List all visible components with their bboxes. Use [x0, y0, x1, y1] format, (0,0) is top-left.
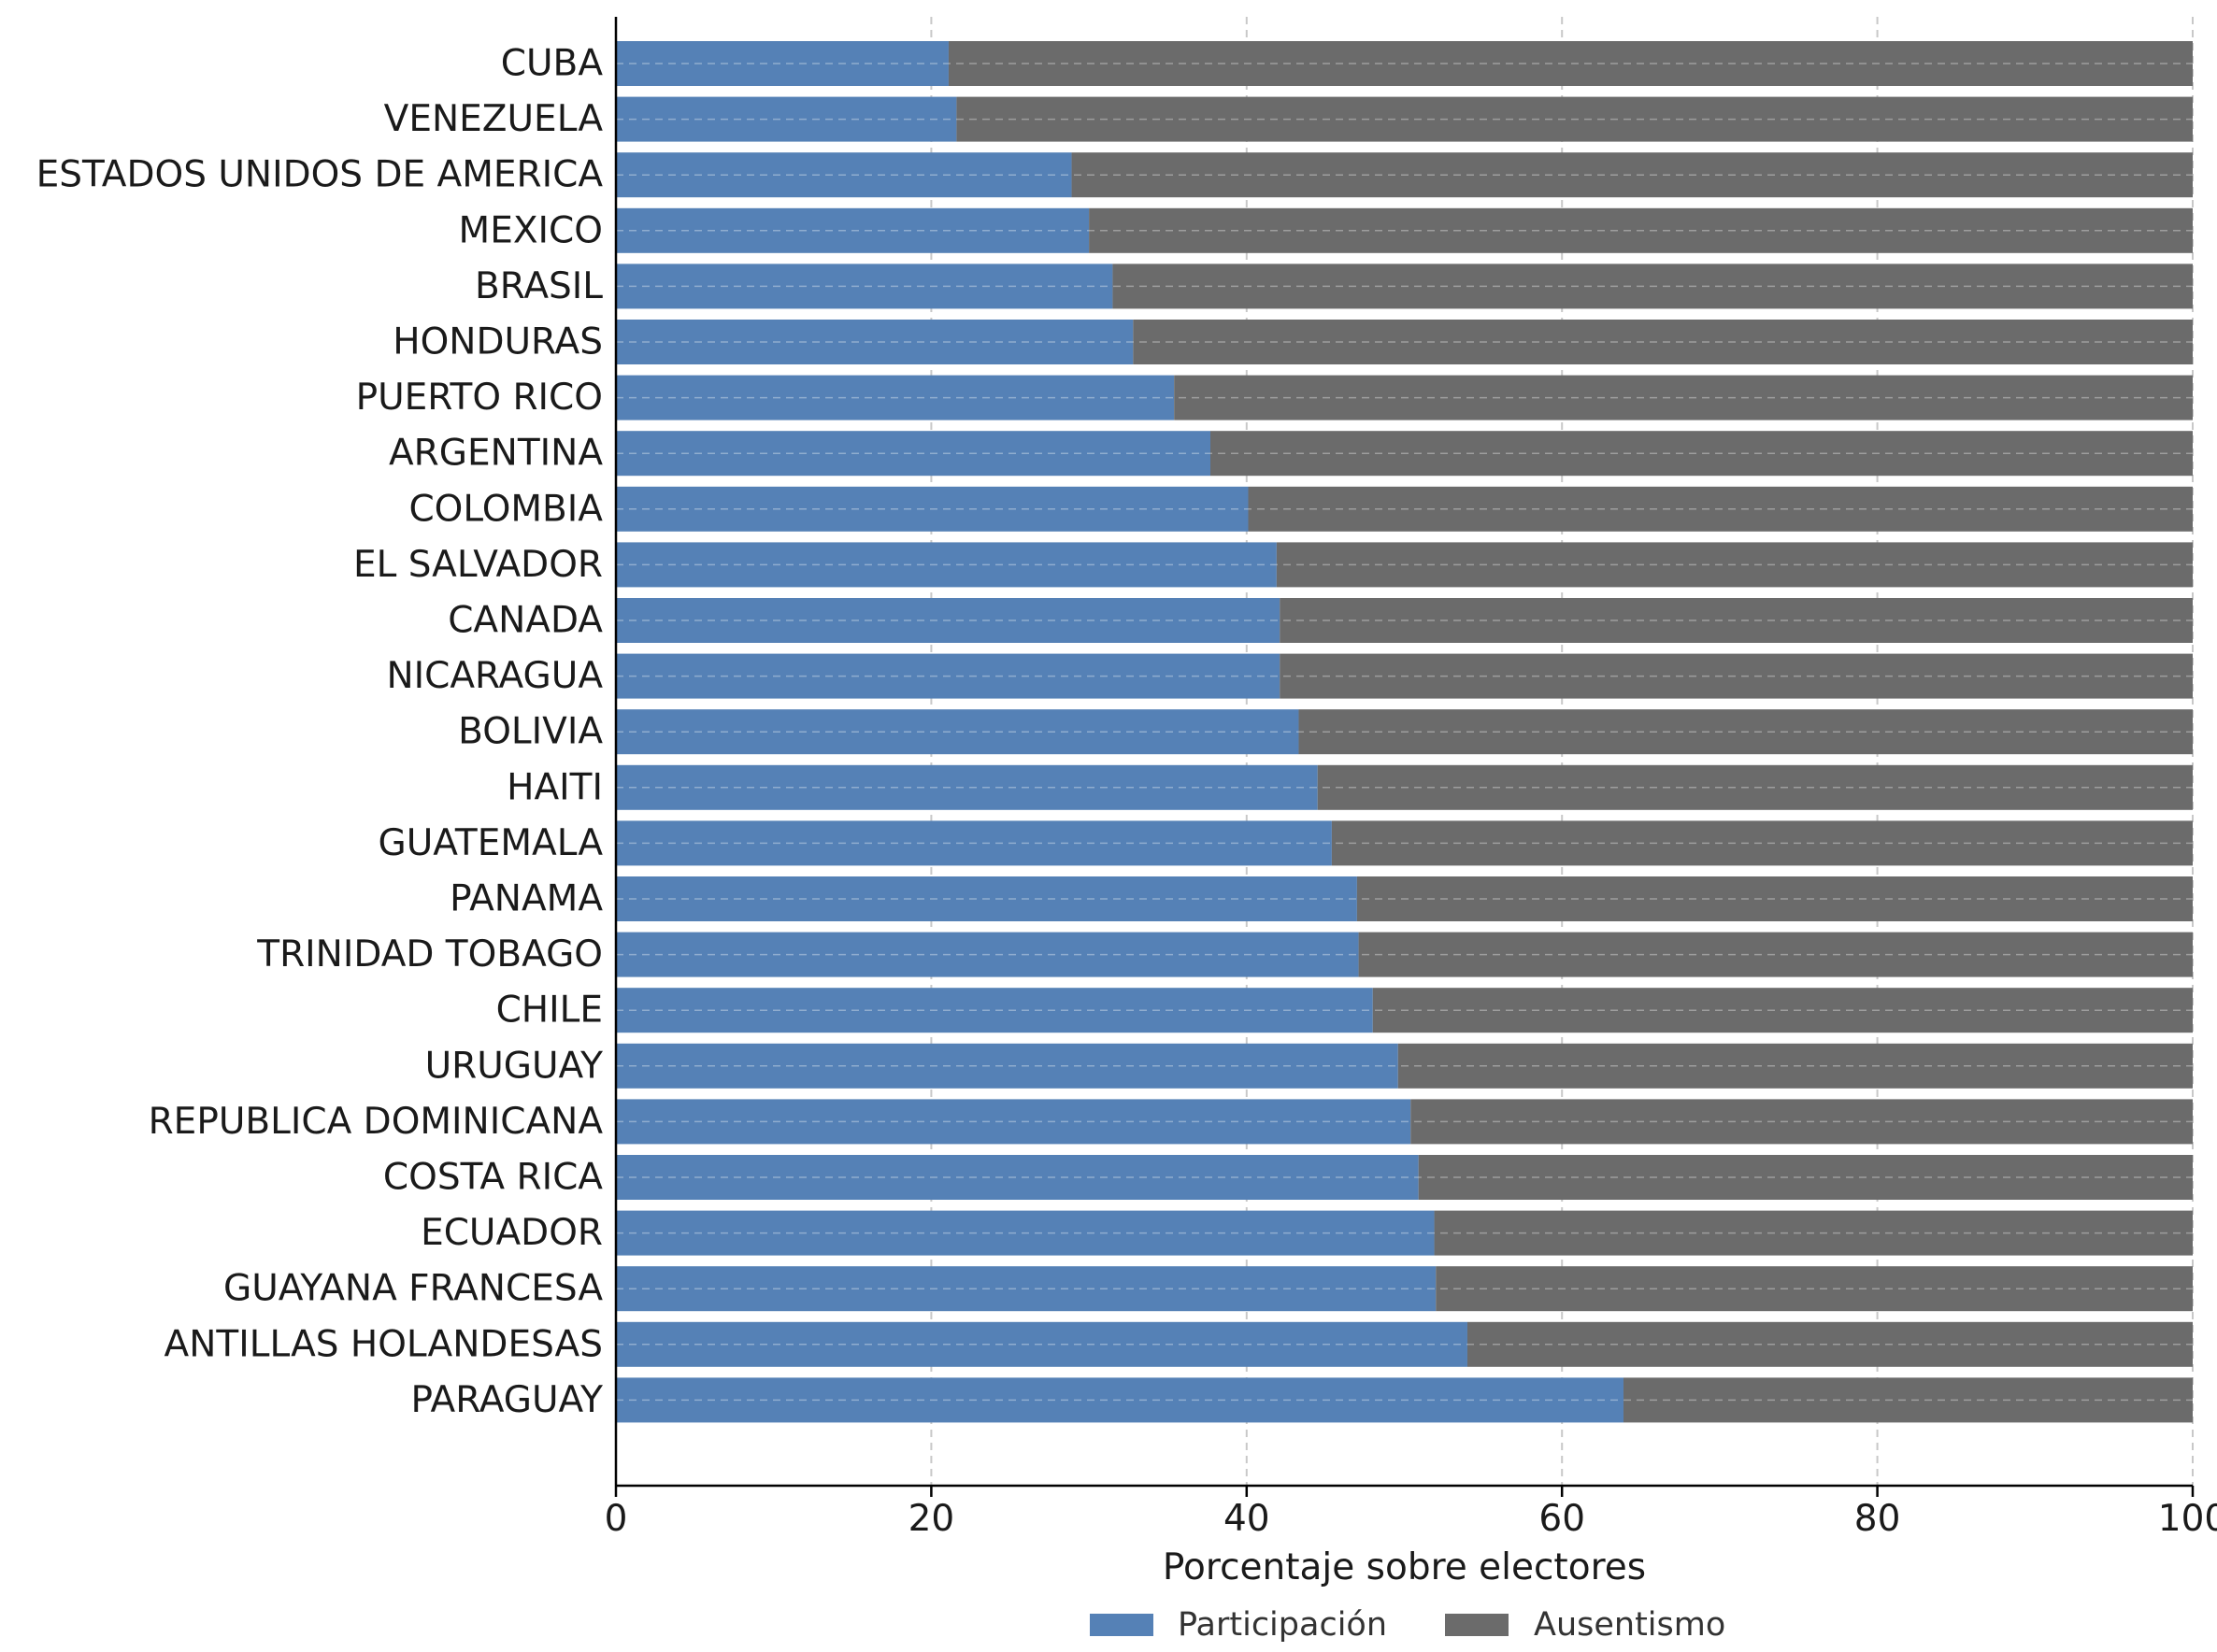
category-label: COSTA RICA — [383, 1157, 603, 1199]
category-label: NICARAGUA — [386, 655, 603, 697]
bar-ausentismo — [1133, 320, 2193, 364]
bar-ausentismo — [1089, 207, 2193, 253]
bar-participacion — [616, 96, 957, 142]
bar-ausentismo — [1372, 988, 2193, 1033]
bar-ausentismo — [1623, 1377, 2193, 1423]
bar-participacion — [616, 820, 1332, 866]
bar-participacion — [616, 1321, 1467, 1367]
bar-ausentismo — [948, 41, 2193, 86]
category-label: TRINIDAD TOBAGO — [256, 933, 603, 976]
category-label: PANAMA — [450, 878, 603, 920]
x-tick-label: 60 — [1538, 1498, 1585, 1540]
bar-ausentismo — [1356, 876, 2193, 921]
bar-ausentismo — [1317, 764, 2193, 810]
bar-participacion — [616, 764, 1318, 810]
category-label: CUBA — [501, 43, 604, 85]
legend-swatch — [1090, 1614, 1153, 1636]
bar-ausentismo — [1418, 1155, 2193, 1200]
legend-swatch — [1445, 1614, 1509, 1636]
x-tick-label: 20 — [908, 1498, 955, 1540]
bar-ausentismo — [1276, 542, 2193, 588]
category-label: GUAYANA FRANCESA — [223, 1268, 603, 1310]
category-label: PARAGUAY — [411, 1379, 604, 1421]
bar-participacion — [616, 1210, 1435, 1256]
category-label: HONDURAS — [393, 321, 603, 363]
bar-participacion — [616, 486, 1249, 532]
bar-participacion — [616, 152, 1072, 198]
bar-ausentismo — [1112, 263, 2193, 309]
bar-ausentismo — [1358, 932, 2193, 977]
bar-participacion — [616, 375, 1175, 420]
legend-label: Participación — [1178, 1606, 1387, 1644]
x-tick-label: 100 — [2158, 1498, 2217, 1540]
bar-ausentismo — [1071, 152, 2193, 198]
bar-participacion — [616, 1377, 1623, 1423]
category-label: MEXICO — [459, 209, 603, 251]
category-label: COLOMBIA — [408, 488, 603, 530]
category-label: ESTADOS UNIDOS DE AMERICA — [36, 154, 604, 196]
bar-participacion — [616, 431, 1210, 477]
category-label: BRASIL — [475, 265, 603, 307]
category-labels: CUBA VENEZUELA ESTADOS UNIDOS DE AMERICA ME… — [36, 43, 604, 1421]
bar-participacion — [616, 709, 1299, 755]
category-label: URUGUAY — [425, 1045, 604, 1087]
category-label: CANADA — [448, 600, 603, 642]
category-label: PUERTO RICO — [356, 377, 603, 419]
category-label: EL SALVADOR — [353, 544, 603, 586]
bar-participacion — [616, 542, 1277, 588]
bar-ausentismo — [1331, 820, 2193, 866]
category-label: REPUBLICA DOMINICANA — [149, 1101, 604, 1143]
bar-ausentismo — [1434, 1210, 2193, 1256]
bars — [616, 41, 2193, 1423]
bar-participacion — [616, 1099, 1411, 1145]
bar-overlay-grid — [616, 63, 2193, 1402]
bar-ausentismo — [1466, 1321, 2193, 1367]
bar-participacion — [616, 320, 1134, 364]
axes — [614, 17, 2193, 1488]
category-label: BOLIVIA — [458, 711, 603, 753]
legend-label: Ausentismo — [1534, 1606, 1725, 1644]
x-ticks: 0 20 40 60 80 100 — [605, 1486, 2217, 1540]
bar-ausentismo — [956, 96, 2193, 142]
x-tick-label: 80 — [1854, 1498, 1901, 1540]
legend: Participación Ausentismo — [1090, 1606, 1725, 1644]
bar-ausentismo — [1209, 431, 2193, 477]
bar-participacion — [616, 932, 1359, 977]
bar-participacion — [616, 207, 1090, 253]
bar-participacion — [616, 41, 949, 86]
category-label: ECUADOR — [421, 1212, 603, 1254]
bar-participacion — [616, 263, 1113, 309]
category-label: ANTILLAS HOLANDESAS — [164, 1323, 603, 1365]
bar-ausentismo — [1436, 1266, 2193, 1312]
bar-ausentismo — [1248, 486, 2193, 532]
bar-participacion — [616, 988, 1373, 1033]
bar-participacion — [616, 1266, 1437, 1312]
bar-ausentismo — [1298, 709, 2193, 755]
category-label: CHILE — [496, 990, 603, 1032]
category-label: VENEZUELA — [384, 98, 604, 140]
category-label: ARGENTINA — [389, 433, 603, 475]
bar-ausentismo — [1174, 375, 2193, 420]
bar-ausentismo — [1280, 598, 2193, 643]
x-axis-title: Porcentaje sobre electores — [1163, 1546, 1646, 1588]
x-tick-label: 0 — [605, 1498, 628, 1540]
category-label: GUATEMALA — [378, 822, 603, 864]
bar-participacion — [616, 598, 1280, 643]
category-label: HAITI — [507, 766, 603, 808]
x-tick-label: 40 — [1223, 1498, 1270, 1540]
bar-ausentismo — [1397, 1043, 2193, 1089]
bar-ausentismo — [1280, 653, 2193, 699]
bar-participacion — [616, 1155, 1419, 1200]
bar-participacion — [616, 653, 1280, 699]
bar-participacion — [616, 1043, 1398, 1089]
bar-ausentismo — [1410, 1099, 2193, 1145]
bar-participacion — [616, 876, 1357, 921]
